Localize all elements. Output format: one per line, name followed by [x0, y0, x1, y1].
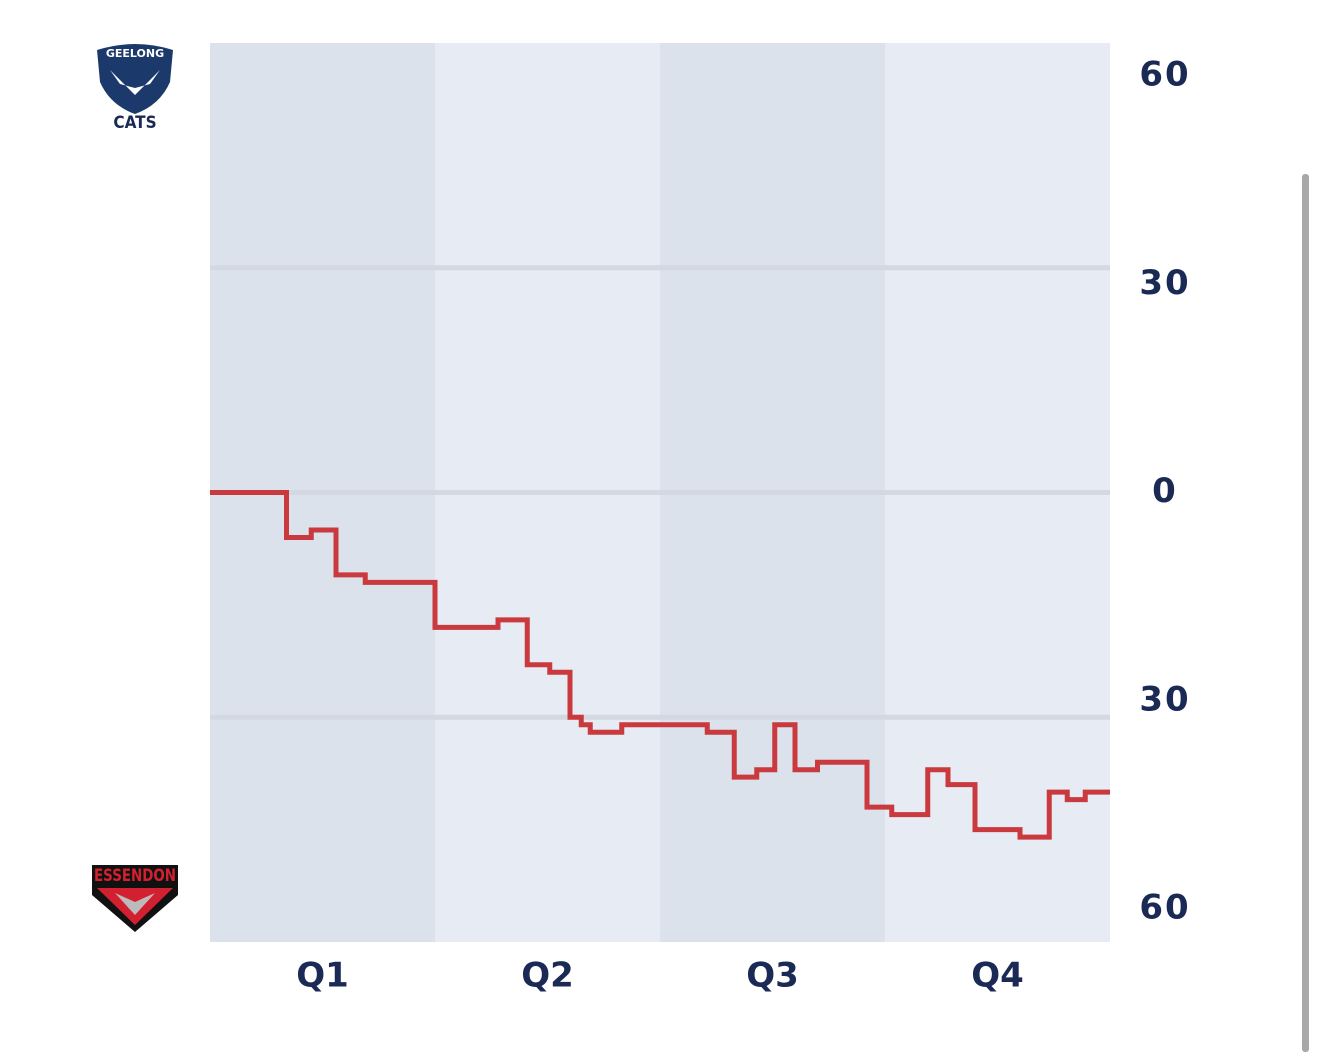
y-tick-label: 0 — [1152, 471, 1178, 511]
logo-text: GEELONG — [106, 47, 164, 60]
margin-line — [210, 490, 1110, 840]
x-tick-label: Q4 — [971, 956, 1024, 996]
plot: Q1 Q2 Q3 Q4 60 30 0 30 60 — [210, 43, 1190, 996]
logo-text: ESSENDON — [94, 866, 176, 886]
logo-shield — [97, 44, 173, 114]
scrollbar[interactable] — [1302, 174, 1309, 1052]
logo-cat — [110, 70, 160, 95]
x-tick-label: Q3 — [746, 956, 799, 996]
y-tick-label: 60 — [1139, 888, 1190, 928]
x-tick-label: Q2 — [521, 956, 574, 996]
x-tick-label: Q1 — [296, 956, 349, 996]
logo-bird — [115, 893, 155, 915]
y-tick-label: 30 — [1139, 263, 1190, 303]
y-tick-label: 60 — [1139, 55, 1190, 95]
bottom-team-logo: ESSENDON — [92, 865, 178, 932]
top-team-logo: GEELONG CATS — [97, 44, 173, 133]
y-tick-label: 30 — [1139, 679, 1190, 719]
logo-text: CATS — [113, 113, 156, 133]
